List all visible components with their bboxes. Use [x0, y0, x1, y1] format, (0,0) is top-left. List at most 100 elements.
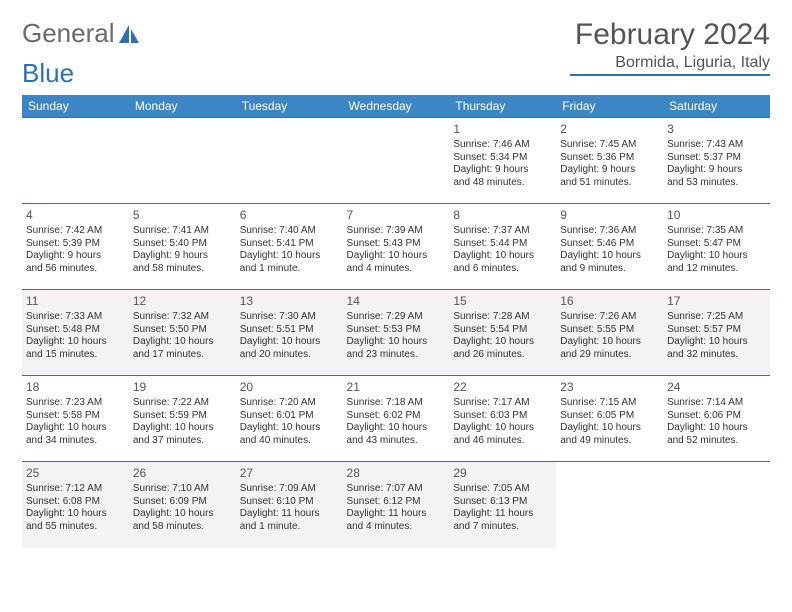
cell-text: and 49 minutes. [560, 435, 659, 448]
cell-text: Sunset: 5:44 PM [453, 238, 552, 251]
cell-text: and 20 minutes. [240, 349, 339, 362]
day-header: Monday [129, 95, 236, 118]
calendar-cell: 9Sunrise: 7:36 AMSunset: 5:46 PMDaylight… [556, 204, 663, 290]
calendar-header-row: SundayMondayTuesdayWednesdayThursdayFrid… [22, 95, 770, 118]
cell-text: Daylight: 10 hours [667, 250, 766, 263]
cell-text: and 58 minutes. [133, 521, 232, 534]
cell-text: Daylight: 10 hours [667, 336, 766, 349]
cell-text: Daylight: 10 hours [26, 422, 125, 435]
day-number: 24 [667, 380, 766, 395]
calendar-cell: 21Sunrise: 7:18 AMSunset: 6:02 PMDayligh… [343, 376, 450, 462]
calendar-cell [663, 462, 770, 548]
cell-text: Sunrise: 7:10 AM [133, 483, 232, 496]
day-number: 17 [667, 294, 766, 309]
cell-text: Daylight: 10 hours [347, 336, 446, 349]
cell-text: and 23 minutes. [347, 349, 446, 362]
calendar-cell: 11Sunrise: 7:33 AMSunset: 5:48 PMDayligh… [22, 290, 129, 376]
cell-text: and 58 minutes. [133, 263, 232, 276]
cell-text: Sunset: 5:54 PM [453, 324, 552, 337]
cell-text: Sunrise: 7:43 AM [667, 139, 766, 152]
cell-text: and 1 minute. [240, 521, 339, 534]
cell-text: Sunrise: 7:32 AM [133, 311, 232, 324]
day-number: 12 [133, 294, 232, 309]
cell-text: Sunrise: 7:37 AM [453, 225, 552, 238]
brand-logo: General [22, 18, 141, 49]
calendar-row: 11Sunrise: 7:33 AMSunset: 5:48 PMDayligh… [22, 290, 770, 376]
calendar-cell: 17 Sunrise: 7:25 AMSunset: 5:57 PMDayligh… [663, 290, 770, 376]
cell-text: and 26 minutes. [453, 349, 552, 362]
cell-text: Sunset: 6:09 PM [133, 496, 232, 509]
cell-text: Daylight: 10 hours [560, 336, 659, 349]
calendar-cell: 18Sunrise: 7:23 AMSunset: 5:58 PMDayligh… [22, 376, 129, 462]
calendar-cell [556, 462, 663, 548]
day-number: 5 [133, 208, 232, 223]
cell-text: Sunset: 6:10 PM [240, 496, 339, 509]
calendar-cell: 19Sunrise: 7:22 AMSunset: 5:59 PMDayligh… [129, 376, 236, 462]
day-number: 25 [26, 466, 125, 481]
day-number: 6 [240, 208, 339, 223]
cell-text: and 15 minutes. [26, 349, 125, 362]
cell-text: and 37 minutes. [133, 435, 232, 448]
day-header: Wednesday [343, 95, 450, 118]
cell-text: Sunrise: 7:33 AM [26, 311, 125, 324]
cell-text: Sunrise: 7:40 AM [240, 225, 339, 238]
cell-text: Daylight: 10 hours [453, 336, 552, 349]
cell-text: Daylight: 9 hours [560, 164, 659, 177]
day-header: Friday [556, 95, 663, 118]
cell-text: Sunset: 5:36 PM [560, 152, 659, 165]
cell-text: Sunset: 5:43 PM [347, 238, 446, 251]
day-number: 23 [560, 380, 659, 395]
cell-text: Sunrise: 7:35 AM [667, 225, 766, 238]
calendar-cell: 1Sunrise: 7:46 AMSunset: 5:34 PMDaylight… [449, 118, 556, 204]
cell-text: Sunset: 5:46 PM [560, 238, 659, 251]
cell-text: Sunrise: 7:07 AM [347, 483, 446, 496]
day-number: 3 [667, 122, 766, 137]
cell-text: Daylight: 10 hours [26, 336, 125, 349]
cell-text: Daylight: 10 hours [26, 508, 125, 521]
cell-text: and 32 minutes. [667, 349, 766, 362]
day-number: 27 [240, 466, 339, 481]
cell-text: Sunset: 5:57 PM [667, 324, 766, 337]
calendar-cell: 12Sunrise: 7:32 AMSunset: 5:50 PMDayligh… [129, 290, 236, 376]
cell-text: and 56 minutes. [26, 263, 125, 276]
cell-text: Sunrise: 7:39 AM [347, 225, 446, 238]
cell-text: Daylight: 11 hours [347, 508, 446, 521]
day-number: 8 [453, 208, 552, 223]
cell-text: Sunrise: 7:25 AM [667, 311, 766, 324]
cell-text: Sunset: 6:05 PM [560, 410, 659, 423]
cell-text: Daylight: 10 hours [240, 336, 339, 349]
day-number: 18 [26, 380, 125, 395]
calendar-cell: 27 Sunrise: 7:09 AMSunset: 6:10 PMDayligh… [236, 462, 343, 548]
cell-text: Sunset: 6:01 PM [240, 410, 339, 423]
cell-text: and 6 minutes. [453, 263, 552, 276]
cell-text: Sunset: 6:12 PM [347, 496, 446, 509]
day-number: 10 [667, 208, 766, 223]
cell-text: Sunrise: 7:09 AM [240, 483, 339, 496]
day-number: 14 [347, 294, 446, 309]
calendar-cell: 29Sunrise: 7:05 AMSunset: 6:13 PMDayligh… [449, 462, 556, 548]
cell-text: Daylight: 11 hours [240, 508, 339, 521]
title-block: February 2024 Bormida, Liguria, Italy [570, 18, 770, 76]
day-number: 29 [453, 466, 552, 481]
calendar-cell [343, 118, 450, 204]
cell-text: Sunrise: 7:20 AM [240, 397, 339, 410]
cell-text: Sunrise: 7:18 AM [347, 397, 446, 410]
cell-text: Sunset: 5:59 PM [133, 410, 232, 423]
cell-text: Sunset: 5:50 PM [133, 324, 232, 337]
calendar-row: 18Sunrise: 7:23 AMSunset: 5:58 PMDayligh… [22, 376, 770, 462]
cell-text: Daylight: 10 hours [240, 422, 339, 435]
cell-text: and 29 minutes. [560, 349, 659, 362]
day-number: 21 [347, 380, 446, 395]
calendar-cell: 23Sunrise: 7:15 AMSunset: 6:05 PMDayligh… [556, 376, 663, 462]
calendar-cell: 8Sunrise: 7:37 AMSunset: 5:44 PMDaylight… [449, 204, 556, 290]
calendar-cell: 28Sunrise: 7:07 AMSunset: 6:12 PMDayligh… [343, 462, 450, 548]
cell-text: and 55 minutes. [26, 521, 125, 534]
cell-text: Sunrise: 7:46 AM [453, 139, 552, 152]
calendar-cell: 16Sunrise: 7:26 AMSunset: 5:55 PMDayligh… [556, 290, 663, 376]
cell-text: Sunrise: 7:22 AM [133, 397, 232, 410]
brand-word2: Blue [22, 58, 74, 89]
day-header: Saturday [663, 95, 770, 118]
calendar-cell: 3Sunrise: 7:43 AMSunset: 5:37 PMDaylight… [663, 118, 770, 204]
cell-text: Daylight: 10 hours [453, 422, 552, 435]
calendar-table: SundayMondayTuesdayWednesdayThursdayFrid… [22, 95, 770, 548]
